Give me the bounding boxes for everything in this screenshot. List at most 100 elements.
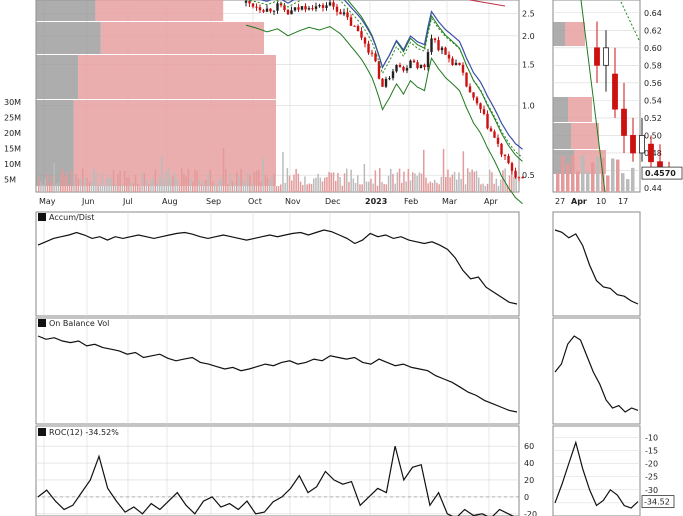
volume-bar (216, 185, 218, 192)
price-candle-body (332, 2, 335, 7)
volume-bar (423, 149, 425, 192)
volume-bar (387, 175, 390, 192)
panel-frame-roc (35, 425, 520, 516)
zoom-candle-body (594, 47, 600, 66)
price-candle-body (426, 52, 430, 68)
volume-bar (170, 178, 172, 192)
price-candle-body (468, 86, 472, 93)
x-tick-label: Mar (442, 197, 458, 206)
volume-bar (207, 172, 209, 192)
price-candle-body (517, 177, 521, 179)
volume-bar (271, 175, 273, 192)
volume-bar (392, 174, 394, 192)
volume-bar (405, 181, 407, 192)
price-candle-body (514, 170, 517, 178)
zoom-volume-bar (591, 162, 595, 192)
volume-bar (500, 179, 502, 192)
volume-bar (200, 184, 203, 192)
volume-bar (44, 178, 47, 192)
price-candle-body (461, 64, 465, 73)
volume-bar (264, 174, 267, 192)
price-candle-body (444, 47, 447, 55)
price-candle-body (493, 131, 496, 138)
volume-bar (121, 184, 124, 192)
zoom-candle-body (648, 143, 654, 163)
volume-bar (163, 178, 165, 192)
zoom-moving-average-dotted-line (620, 1, 640, 41)
volume-bar (159, 177, 161, 192)
volume-bar (247, 172, 249, 192)
volume-by-price-red (100, 22, 264, 54)
volume-bar (84, 177, 86, 192)
volume-bar (361, 184, 363, 192)
volume-bar (376, 185, 379, 192)
volume-bar (266, 177, 269, 192)
volume-bar (445, 176, 447, 192)
volume-bar (132, 183, 135, 192)
volume-bar (304, 176, 306, 192)
price-candle-body (430, 38, 433, 53)
price-candle-body (388, 78, 391, 80)
y-tick-label: 2.5 (522, 9, 535, 18)
volume-by-price-red (73, 100, 276, 186)
volume-bar (486, 183, 489, 192)
roc-last-value-label: -34.52 (644, 498, 670, 507)
y-tick-label: 2.0 (522, 32, 535, 41)
volume-bar (97, 185, 99, 192)
zoom-volume-by-price-grey (553, 123, 571, 149)
price-candle-body (248, 0, 251, 4)
volume-bar (511, 169, 513, 192)
volume-bar (262, 157, 264, 192)
zoom-volume-bar (586, 171, 590, 192)
volume-bar (440, 176, 443, 192)
zoom-volume-by-price-red (565, 22, 585, 46)
roc-line (37, 445, 515, 516)
price-candle-body (402, 66, 405, 71)
price-candle-body (507, 156, 510, 164)
volume-bar (368, 181, 370, 192)
volume-bar (449, 177, 451, 192)
volume-bar (77, 177, 80, 192)
volume-bar (310, 183, 313, 192)
volume-bar (130, 181, 132, 192)
price-candle-body (472, 92, 475, 98)
volume-bar (315, 177, 317, 192)
volume-bar (284, 182, 286, 192)
volume-bar (295, 168, 297, 192)
volume-bar (453, 171, 456, 192)
volume-bar (174, 172, 176, 192)
volume-bar (478, 177, 480, 192)
volume-bar (343, 173, 346, 192)
zoom-envelope-line (580, 0, 606, 193)
volume-bar (390, 168, 392, 192)
volume-bar (192, 181, 194, 192)
panel-frame-accum (35, 211, 520, 317)
price-candle-body (482, 109, 486, 114)
zoom-volume-bar (616, 159, 620, 192)
price-candle-body (447, 54, 451, 59)
zoom-roc-y-tick-label: -25 (645, 473, 658, 482)
volume-bar (363, 163, 366, 192)
zoom-candle-body (630, 135, 636, 154)
volume-bar (194, 169, 196, 192)
zoom-candle-body (612, 73, 618, 110)
price-candle-body (440, 47, 444, 51)
volume-bar (86, 177, 88, 192)
volume-bar (370, 178, 372, 192)
volume-bar (53, 163, 55, 192)
volume-by-price-grey (36, 22, 101, 54)
volume-bar (508, 175, 511, 192)
zoom-y-tick-label: 0.64 (644, 9, 662, 18)
zoom-y-tick-label: 0.54 (644, 96, 662, 105)
price-candle-body (307, 8, 311, 10)
zoom-y-tick-label: 0.50 (644, 131, 662, 140)
volume-bar (365, 181, 368, 192)
roc-y-tick-label: 20 (524, 476, 534, 485)
volume-bar (506, 184, 509, 192)
volume-bar (66, 172, 69, 192)
volume-bar (293, 174, 295, 192)
x-tick-label: May (39, 197, 56, 206)
volume-bar (214, 183, 216, 192)
volume-bar (513, 176, 515, 192)
zoom-volume-bar (561, 155, 565, 192)
